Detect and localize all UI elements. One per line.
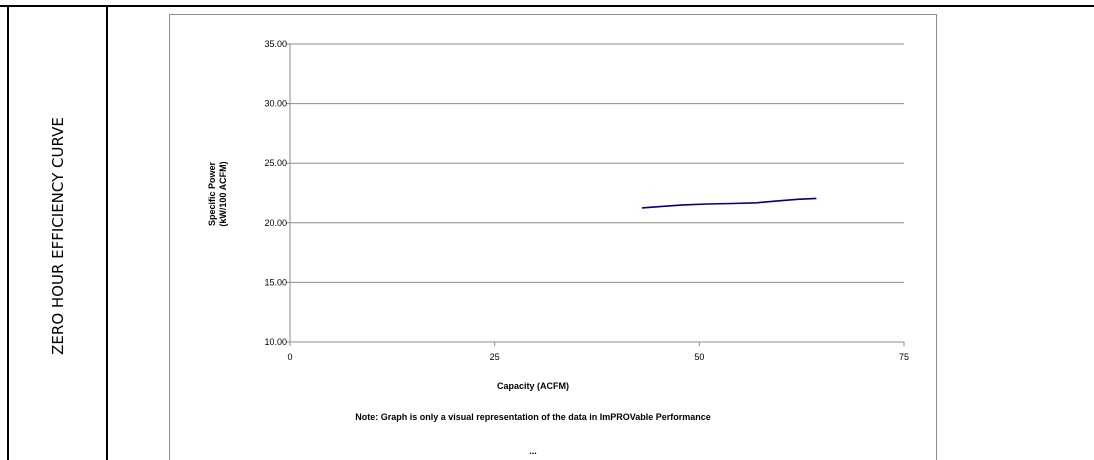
x-tick-label: 0 xyxy=(287,352,292,362)
y-axis-title-line-1: Specific Power xyxy=(207,161,217,226)
x-tick-labels: 0 25 50 75 xyxy=(287,352,909,362)
y-tick-label: 35.00 xyxy=(264,39,287,49)
y-tick-label: 30.00 xyxy=(264,99,287,109)
frame-top-border xyxy=(0,5,1094,7)
chart-note: Note: Graph is only a visual representat… xyxy=(355,412,711,422)
x-tick-label: 25 xyxy=(490,352,500,362)
y-tick-label: 25.00 xyxy=(264,158,287,168)
frame-left-border xyxy=(7,5,9,460)
series-layer xyxy=(641,197,817,209)
x-axis-title: Capacity (ACFM) xyxy=(497,381,569,391)
frame-column-divider xyxy=(106,5,108,460)
chart-ellipsis: ... xyxy=(529,446,537,456)
y-tick-label: 15.00 xyxy=(264,277,287,287)
y-tick-labels: 35.00 30.00 25.00 20.00 15.00 10.00 xyxy=(264,39,287,347)
x-tick-label: 75 xyxy=(899,352,909,362)
y-tick-label: 10.00 xyxy=(264,337,287,347)
series-line xyxy=(641,197,817,209)
y-axis-title-line-2: (kW/100 ACFM) xyxy=(218,161,228,226)
chart-frame xyxy=(169,14,937,460)
y-axis-title: Specific Power (kW/100 ACFM) xyxy=(207,161,228,226)
x-tick-label: 50 xyxy=(694,352,704,362)
axes xyxy=(286,43,905,346)
y-tick-label: 20.00 xyxy=(264,218,287,228)
gridlines xyxy=(290,43,904,283)
